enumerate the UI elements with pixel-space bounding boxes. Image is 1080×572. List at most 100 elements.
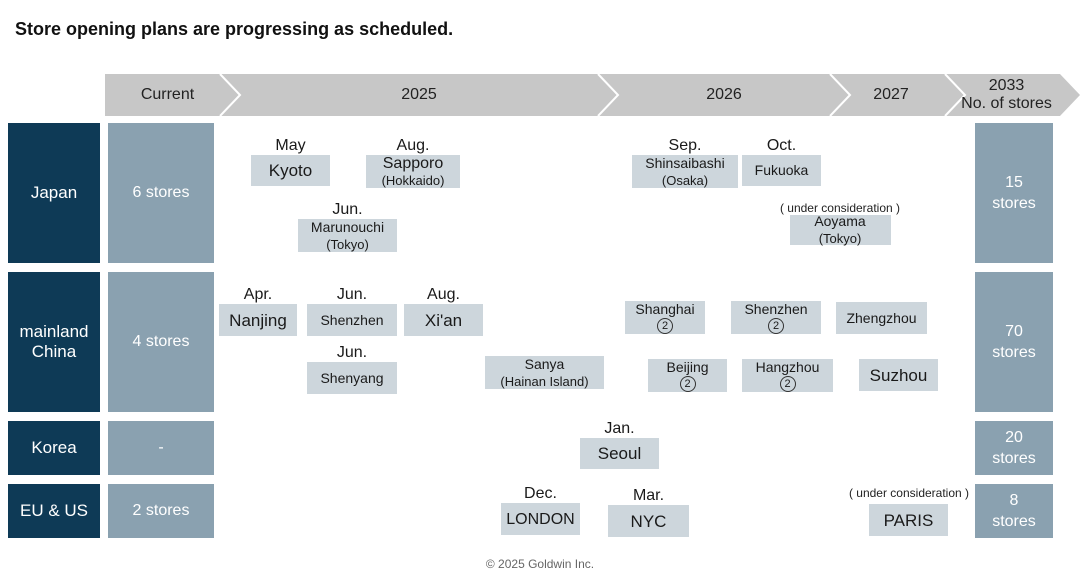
store-count-badge: 2 bbox=[779, 376, 796, 392]
current-korea: - bbox=[108, 421, 214, 475]
store-name: Zhengzhou bbox=[846, 309, 917, 326]
current-euus: 2 stores bbox=[108, 484, 214, 538]
store-name: Fukuoka bbox=[754, 162, 809, 178]
store-london: Dec. LONDON bbox=[501, 485, 580, 535]
store-zhengzhou: Zhengzhou bbox=[836, 302, 927, 334]
store-month: Mar. bbox=[632, 487, 665, 504]
store-box: Aoyama (Tokyo) bbox=[789, 213, 891, 246]
store-box: Shenzhen bbox=[307, 304, 397, 336]
store-location: (Osaka) bbox=[661, 172, 709, 188]
store-location: (Hokkaido) bbox=[381, 172, 445, 188]
current-china: 4 stores bbox=[108, 272, 214, 412]
store-fukuoka: Oct. Fukuoka bbox=[742, 137, 821, 186]
store-name: Kyoto bbox=[268, 161, 313, 180]
store-nyc: Mar. NYC bbox=[608, 487, 689, 537]
store-box: Shenyang bbox=[307, 362, 397, 394]
store-shenzhen-2025: Jun. Shenzhen bbox=[307, 286, 397, 336]
header-2025: 2025 bbox=[401, 86, 437, 103]
header-2033: 2033 No. of stores bbox=[955, 74, 1058, 116]
under-consideration-note: ( under consideration ) bbox=[779, 201, 901, 215]
total-euus-value: 8 bbox=[1009, 492, 1019, 509]
store-box: Fukuoka bbox=[742, 155, 821, 186]
store-box: Xi'an bbox=[404, 304, 483, 336]
store-shanghai: Shanghai 2 bbox=[625, 301, 705, 334]
store-name: Shinsaibashi bbox=[645, 154, 725, 171]
store-suzhou: Suzhou bbox=[859, 359, 938, 391]
store-month: Aug. bbox=[427, 286, 460, 303]
row-label-china-line1: mainland bbox=[19, 322, 89, 341]
store-count-badge: 2 bbox=[768, 318, 784, 334]
store-box: Sanya (Hainan Island) bbox=[485, 356, 604, 389]
store-count-badge: 2 bbox=[679, 376, 696, 392]
row-label-china: mainland China bbox=[8, 272, 100, 412]
store-month: Jun. bbox=[336, 344, 368, 361]
store-box: Sapporo (Hokkaido) bbox=[366, 155, 460, 188]
page-title: Store opening plans are progressing as s… bbox=[15, 19, 454, 39]
store-name: Nanjing bbox=[229, 310, 287, 330]
arrow-segment-2026 bbox=[598, 74, 850, 116]
arrow-segment-2025 bbox=[220, 74, 618, 116]
total-china-unit: stores bbox=[992, 344, 1036, 361]
store-count-badge: 2 bbox=[657, 318, 673, 334]
store-month: Dec. bbox=[524, 485, 557, 502]
store-name: Suzhou bbox=[869, 365, 928, 385]
total-china: 70 stores bbox=[975, 272, 1053, 412]
store-box: PARIS bbox=[869, 504, 948, 536]
store-box: Shinsaibashi (Osaka) bbox=[632, 155, 738, 188]
store-box: Suzhou bbox=[859, 359, 938, 391]
header-current: Current bbox=[140, 86, 195, 103]
store-box: Marunouchi (Tokyo) bbox=[298, 219, 397, 252]
store-month: Jan. bbox=[604, 420, 635, 437]
store-box: Hangzhou 2 bbox=[742, 359, 833, 392]
header-2026: 2026 bbox=[706, 86, 742, 103]
store-name: Sapporo bbox=[382, 154, 444, 172]
arrow-segment-2033 bbox=[945, 74, 1080, 116]
arrow-segment-2027 bbox=[830, 74, 965, 116]
store-box: Kyoto bbox=[251, 155, 330, 186]
store-shenyang: Jun. Shenyang bbox=[307, 344, 397, 394]
store-name: Shenzhen bbox=[320, 311, 384, 328]
store-name: Hangzhou bbox=[755, 359, 820, 375]
header-2027: 2027 bbox=[873, 86, 909, 103]
header-2033-caption: No. of stores bbox=[961, 95, 1052, 112]
store-month: Aug. bbox=[396, 137, 430, 154]
under-consideration-note: ( under consideration ) bbox=[848, 486, 970, 500]
store-marunouchi: Jun. Marunouchi (Tokyo) bbox=[298, 201, 397, 252]
store-kyoto: May Kyoto bbox=[251, 137, 330, 186]
store-shinsaibashi: Sep. Shinsaibashi (Osaka) bbox=[632, 137, 738, 188]
store-location: (Tokyo) bbox=[818, 231, 862, 246]
total-japan: 15 stores bbox=[975, 123, 1053, 263]
total-euus-unit: stores bbox=[992, 513, 1036, 530]
store-month: Jun. bbox=[332, 201, 363, 218]
copyright-footer: © 2025 Goldwin Inc. bbox=[485, 557, 595, 571]
store-sapporo: Aug. Sapporo (Hokkaido) bbox=[366, 137, 460, 188]
store-shenzhen-2026: Shenzhen 2 bbox=[731, 301, 821, 334]
current-japan: 6 stores bbox=[108, 123, 214, 263]
store-name: Seoul bbox=[597, 444, 642, 463]
total-japan-unit: stores bbox=[992, 195, 1036, 212]
store-name: Shanghai bbox=[635, 301, 695, 317]
total-euus: 8 stores bbox=[975, 484, 1053, 538]
store-name: LONDON bbox=[506, 510, 575, 528]
header-2033-year: 2033 bbox=[988, 77, 1025, 94]
store-box: LONDON bbox=[501, 503, 580, 535]
total-korea-unit: stores bbox=[992, 450, 1036, 467]
row-label-japan: Japan bbox=[8, 123, 100, 263]
store-location: (Hainan Island) bbox=[500, 373, 589, 389]
store-month: May bbox=[275, 137, 306, 154]
store-hangzhou: Hangzhou 2 bbox=[742, 359, 833, 392]
store-name: Shenzhen bbox=[744, 301, 808, 317]
store-name: Xi'an bbox=[424, 310, 463, 330]
store-name: Sanya bbox=[524, 355, 565, 372]
total-china-value: 70 bbox=[1005, 323, 1023, 340]
arrow-segment-current bbox=[105, 74, 240, 116]
store-beijing: Beijing 2 bbox=[648, 359, 727, 392]
store-box: Shenzhen 2 bbox=[731, 301, 821, 334]
row-label-euus: EU & US bbox=[8, 484, 100, 538]
store-name: Marunouchi bbox=[310, 218, 385, 235]
store-box: Shanghai 2 bbox=[625, 301, 705, 334]
store-box: Seoul bbox=[580, 438, 659, 469]
store-box: Nanjing bbox=[219, 304, 297, 336]
row-label-korea: Korea bbox=[8, 421, 100, 475]
